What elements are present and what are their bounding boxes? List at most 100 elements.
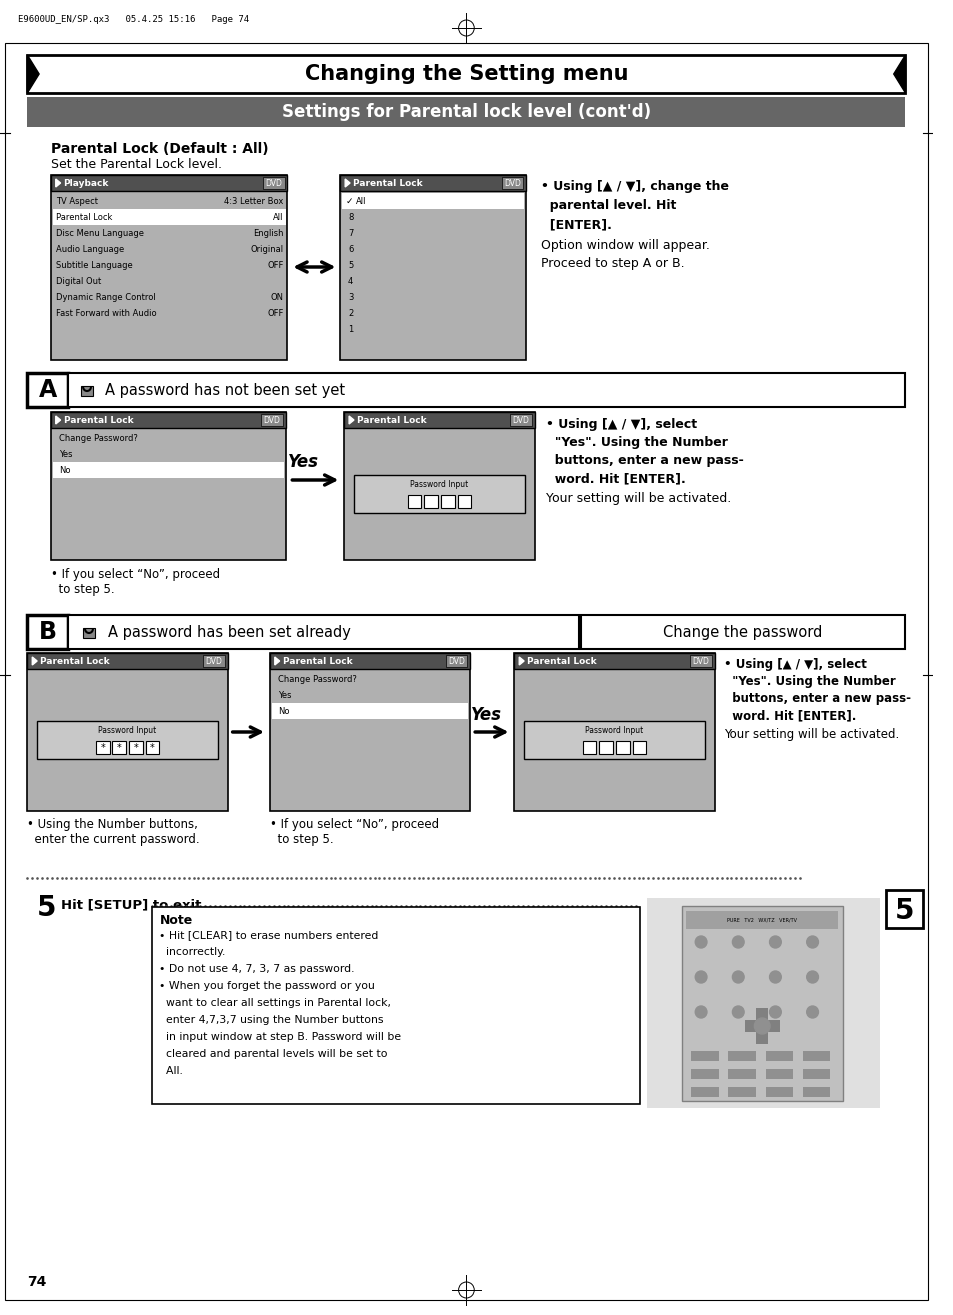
- Text: 6: 6: [348, 245, 354, 254]
- Text: English: English: [253, 229, 283, 238]
- Text: Yes: Yes: [277, 690, 291, 700]
- Bar: [582, 740, 596, 753]
- Bar: [83, 629, 94, 638]
- Polygon shape: [349, 416, 354, 423]
- Bar: [510, 414, 532, 426]
- Text: 74: 74: [28, 1276, 47, 1289]
- Bar: [354, 475, 524, 513]
- Text: 5: 5: [348, 260, 353, 270]
- Bar: [129, 740, 143, 753]
- Circle shape: [806, 970, 818, 984]
- Text: Parental Lock: Parental Lock: [356, 416, 426, 425]
- Circle shape: [806, 1006, 818, 1018]
- Text: 5: 5: [894, 897, 913, 924]
- Text: All: All: [273, 213, 283, 221]
- Text: B: B: [39, 619, 57, 644]
- Bar: [445, 655, 467, 667]
- Circle shape: [695, 936, 706, 948]
- Bar: [95, 740, 110, 753]
- Bar: [152, 907, 639, 1105]
- Bar: [680, 906, 842, 1101]
- Bar: [686, 911, 837, 928]
- Bar: [37, 721, 218, 759]
- Bar: [765, 1051, 792, 1061]
- Bar: [580, 615, 904, 650]
- Text: ON: ON: [271, 292, 283, 301]
- Text: Audio Language: Audio Language: [55, 245, 124, 254]
- Text: word. Hit [ENTER].: word. Hit [ENTER].: [722, 709, 855, 722]
- Text: 4:3 Letter Box: 4:3 Letter Box: [224, 196, 283, 205]
- Text: No: No: [58, 466, 71, 475]
- Text: Digital Out: Digital Out: [55, 276, 101, 285]
- Text: • If you select “No”, proceed
  to step 5.: • If you select “No”, proceed to step 5.: [51, 568, 220, 596]
- Text: Parental Lock: Parental Lock: [526, 656, 596, 665]
- Bar: [424, 494, 437, 508]
- Text: *: *: [150, 743, 154, 752]
- Text: TV Aspect: TV Aspect: [55, 196, 97, 205]
- Bar: [28, 97, 904, 128]
- Text: *: *: [100, 743, 105, 752]
- Text: Password Input: Password Input: [410, 480, 468, 488]
- Text: "Yes". Using the Number: "Yes". Using the Number: [545, 437, 727, 448]
- Bar: [616, 740, 629, 753]
- Text: 8: 8: [348, 213, 354, 221]
- Text: Parental Lock (Default : All): Parental Lock (Default : All): [51, 142, 268, 156]
- Text: DVD: DVD: [263, 416, 280, 425]
- Circle shape: [754, 1018, 769, 1034]
- Text: • Using [▲ / ▼], select: • Using [▲ / ▼], select: [722, 658, 865, 671]
- Text: Set the Parental Lock level.: Set the Parental Lock level.: [51, 158, 222, 171]
- Text: E9600UD_EN/SP.qx3   05.4.25 15:16   Page 74: E9600UD_EN/SP.qx3 05.4.25 15:16 Page 74: [17, 14, 249, 24]
- Text: A password has not been set yet: A password has not been set yet: [105, 383, 344, 397]
- Text: Your setting will be activated.: Your setting will be activated.: [545, 492, 730, 505]
- Text: • If you select “No”, proceed
  to step 5.: • If you select “No”, proceed to step 5.: [270, 818, 438, 846]
- Text: All: All: [355, 196, 366, 205]
- Bar: [728, 1051, 755, 1061]
- Text: want to clear all settings in Parental lock,: want to clear all settings in Parental l…: [159, 998, 391, 1009]
- Text: Parental Lock: Parental Lock: [40, 656, 110, 665]
- Bar: [765, 1088, 792, 1097]
- Bar: [690, 655, 711, 667]
- Bar: [112, 740, 126, 753]
- Circle shape: [732, 970, 743, 984]
- Polygon shape: [893, 55, 904, 93]
- Text: • Using [▲ / ▼], select: • Using [▲ / ▼], select: [545, 418, 696, 431]
- Bar: [342, 193, 523, 209]
- Bar: [51, 412, 285, 560]
- Text: *: *: [133, 743, 138, 752]
- Bar: [802, 1051, 829, 1061]
- Text: • Using the Number buttons,
  enter the current password.: • Using the Number buttons, enter the cu…: [28, 818, 200, 846]
- Text: • When you forget the password or you: • When you forget the password or you: [159, 981, 375, 992]
- Text: Settings for Parental lock level (cont'd): Settings for Parental lock level (cont'd…: [281, 103, 650, 121]
- Text: incorrectly.: incorrectly.: [159, 947, 226, 957]
- Bar: [69, 615, 578, 650]
- Circle shape: [732, 936, 743, 948]
- Bar: [52, 462, 283, 477]
- Text: • Using [▲ / ▼], change the: • Using [▲ / ▼], change the: [540, 180, 728, 193]
- Bar: [263, 178, 284, 189]
- Circle shape: [695, 970, 706, 984]
- Text: Disc Menu Language: Disc Menu Language: [55, 229, 144, 238]
- Polygon shape: [55, 179, 61, 187]
- Bar: [691, 1051, 718, 1061]
- Text: Option window will appear.: Option window will appear.: [540, 239, 709, 252]
- Text: 7: 7: [348, 229, 354, 238]
- Bar: [514, 654, 714, 669]
- Bar: [756, 1009, 767, 1044]
- Bar: [744, 1020, 779, 1032]
- Bar: [523, 721, 704, 759]
- Circle shape: [769, 936, 781, 948]
- Text: Dynamic Range Control: Dynamic Range Control: [55, 292, 155, 301]
- Bar: [270, 654, 470, 669]
- Bar: [52, 209, 285, 225]
- Text: Yes: Yes: [287, 452, 318, 471]
- Text: buttons, enter a new pass-: buttons, enter a new pass-: [722, 692, 910, 705]
- Text: Change the password: Change the password: [662, 625, 822, 639]
- Bar: [765, 1069, 792, 1080]
- Bar: [598, 740, 613, 753]
- Text: Yes: Yes: [470, 706, 501, 725]
- Bar: [51, 175, 287, 191]
- Text: Password Input: Password Input: [585, 726, 643, 735]
- Text: Hit [SETUP] to exit.: Hit [SETUP] to exit.: [61, 898, 206, 911]
- Text: OFF: OFF: [267, 260, 283, 270]
- Text: buttons, enter a new pass-: buttons, enter a new pass-: [545, 454, 742, 467]
